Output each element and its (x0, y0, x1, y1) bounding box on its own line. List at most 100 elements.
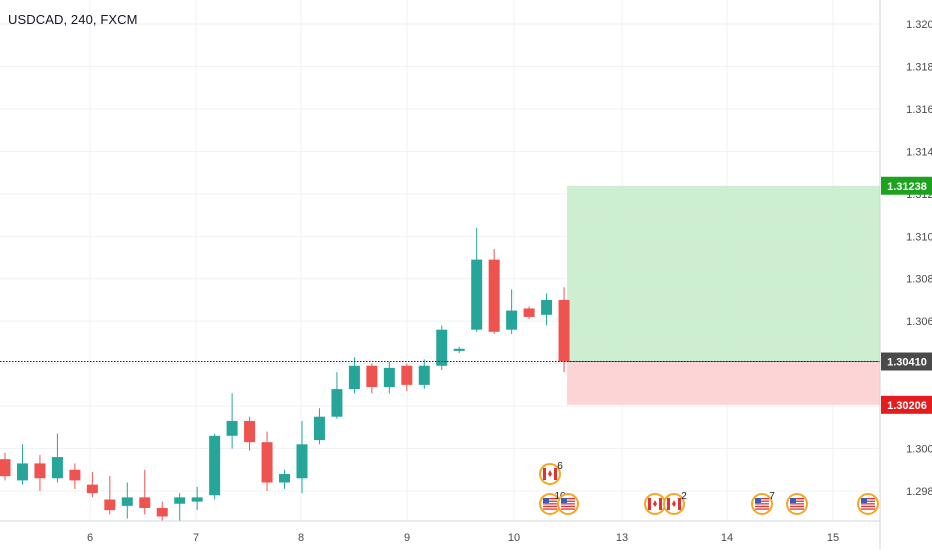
us-flag-stripe (561, 503, 575, 505)
candle-body (523, 308, 535, 317)
maple-leaf-icon (653, 500, 657, 507)
us-flag-stripe (543, 508, 557, 510)
stop-zone (567, 361, 880, 405)
last-price-tag-label: 1.30410 (887, 357, 927, 369)
us-flag-stripe (543, 498, 557, 500)
us-flag-canton (861, 498, 867, 503)
x-tick-label: 7 (193, 532, 199, 544)
candle-body (401, 365, 413, 385)
ca-flag-band (678, 498, 681, 510)
x-tick-label: 10 (508, 532, 520, 544)
candle-body (226, 420, 238, 436)
event-marker-lower: 7 (751, 491, 775, 515)
us-flag-stripe (543, 503, 557, 505)
us-flag-stripe (861, 505, 875, 508)
candle-body (244, 420, 256, 443)
y-tick-label: 1.30800 (906, 274, 932, 286)
candle-body (156, 507, 168, 517)
candle-body (34, 463, 46, 479)
x-tick-label: 8 (298, 532, 304, 544)
candle-body (366, 365, 378, 387)
us-flag-stripe (543, 500, 557, 502)
candle-body (174, 497, 186, 504)
stop-price-tag-label: 1.30206 (887, 400, 927, 412)
us-flag-stripe (790, 508, 804, 510)
y-tick-label: 1.31400 (906, 146, 932, 158)
candle-body (139, 497, 151, 508)
event-marker-lower (857, 493, 879, 515)
candle-body (16, 463, 28, 481)
x-tick-label: 14 (721, 532, 733, 544)
us-flag-stripe (561, 500, 575, 502)
us-flag-stripe (543, 505, 557, 508)
x-tick-label: 6 (87, 532, 93, 544)
maple-leaf-icon (672, 500, 676, 507)
last-price-tag (881, 352, 932, 371)
candle-body (453, 348, 465, 351)
us-flag-stripe (755, 508, 769, 510)
us-flag-canton (755, 498, 761, 503)
profit-zone (567, 185, 880, 362)
ca-flag-band (648, 498, 651, 510)
event-count: 6 (557, 461, 563, 472)
us-flag-canton (790, 498, 796, 503)
candle-body (121, 497, 133, 506)
us-flag-stripe (755, 505, 769, 508)
us-flag-stripe (755, 503, 769, 505)
candle-body (104, 499, 116, 511)
candle-body (506, 310, 518, 330)
event-marker-lower (644, 493, 666, 515)
target-price-tag-label: 1.31238 (887, 181, 927, 193)
us-flag-stripe (861, 500, 875, 502)
y-tick-label: 1.32000 (906, 19, 932, 31)
target-price-tag (881, 176, 932, 195)
candle-body (209, 435, 221, 496)
candle-body (51, 457, 63, 479)
candle-body (471, 259, 483, 330)
y-tick-label: 1.31000 (906, 231, 932, 243)
event-marker-lower: 2 (663, 491, 687, 515)
ca-flag-band (554, 468, 557, 480)
us-flag-stripe (561, 508, 575, 510)
candle-body (261, 442, 273, 483)
symbol-title: USDCAD, 240, FXCM (8, 12, 138, 27)
x-tick-label: 9 (404, 532, 410, 544)
event-count: 7 (769, 491, 775, 502)
candle-body (69, 469, 81, 481)
y-tick-label: 1.30000 (906, 444, 932, 456)
ca-flag-band (667, 498, 670, 510)
candles (0, 227, 570, 521)
candle-body (296, 444, 308, 479)
us-flag-stripe (561, 505, 575, 508)
us-flag-stripe (861, 498, 875, 500)
ca-flag-band (659, 498, 662, 510)
us-flag-stripe (861, 503, 875, 505)
candle-body (558, 299, 570, 362)
event-marker-upper: 6 (539, 461, 563, 485)
candle-body (279, 474, 291, 483)
us-flag-stripe (790, 503, 804, 505)
stop-price-tag (881, 395, 932, 414)
us-flag-stripe (790, 505, 804, 508)
candle-body (418, 365, 430, 385)
maple-leaf-icon (548, 470, 552, 477)
us-flag-stripe (755, 498, 769, 500)
us-flag-stripe (790, 498, 804, 500)
candle-body (191, 497, 203, 502)
us-flag-canton (543, 498, 549, 503)
us-flag-stripe (755, 500, 769, 502)
event-marker-lower (786, 493, 808, 515)
y-tick-label: 1.31800 (906, 61, 932, 73)
event-marker-lower (557, 493, 579, 515)
candle-body (541, 299, 553, 315)
event-count: 2 (681, 491, 687, 502)
candle-body (0, 459, 11, 477)
us-flag-canton (561, 498, 567, 503)
us-flag-stripe (861, 508, 875, 510)
y-tick-label: 1.31600 (906, 104, 932, 116)
candle-body (436, 329, 448, 366)
us-flag-stripe (561, 498, 575, 500)
